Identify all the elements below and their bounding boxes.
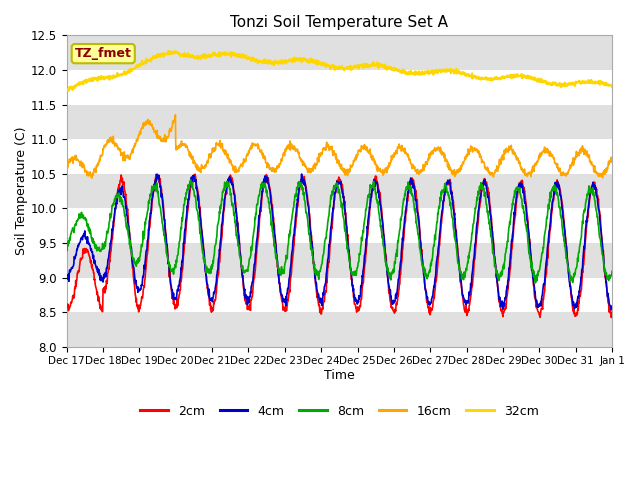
X-axis label: Time: Time — [324, 369, 355, 382]
Bar — [67, 312, 612, 347]
Bar — [67, 243, 612, 277]
Bar — [67, 36, 612, 70]
Y-axis label: Soil Temperature (C): Soil Temperature (C) — [15, 127, 28, 255]
Legend: 2cm, 4cm, 8cm, 16cm, 32cm: 2cm, 4cm, 8cm, 16cm, 32cm — [135, 400, 543, 423]
Bar — [67, 174, 612, 208]
Bar — [67, 105, 612, 139]
Title: Tonzi Soil Temperature Set A: Tonzi Soil Temperature Set A — [230, 15, 449, 30]
Text: TZ_fmet: TZ_fmet — [75, 47, 132, 60]
